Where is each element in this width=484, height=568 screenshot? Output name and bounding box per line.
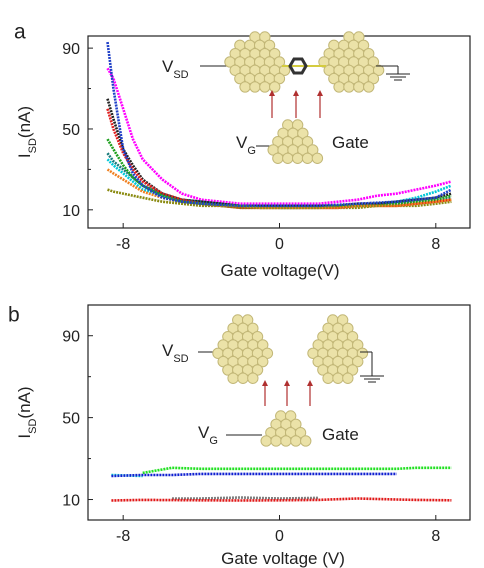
vg-label-sub: G (247, 145, 256, 157)
gold-atom (269, 81, 281, 93)
gate-label: Gate (322, 425, 359, 444)
vsd-label: VSD (162, 57, 189, 81)
panel-label: b (8, 303, 20, 326)
gold-atom (227, 372, 239, 384)
gold-atom (249, 81, 261, 93)
gold-atom (300, 435, 312, 447)
y-label-main: I (15, 434, 34, 439)
gold-atom (301, 152, 314, 164)
gold-atom (343, 81, 355, 93)
x-tick-label: 0 (275, 236, 284, 253)
data-line (106, 138, 452, 210)
y-tick-label: 90 (62, 329, 80, 346)
y-tick-label: 90 (62, 41, 80, 58)
data-line (142, 466, 452, 475)
data-line (111, 497, 452, 502)
vsd-label-sub: SD (173, 69, 188, 81)
x-axis-label: Gate voltage(V) (220, 261, 339, 280)
data-line (106, 67, 452, 205)
data-line (106, 108, 452, 210)
arrow-head (262, 380, 268, 386)
arrow-head (317, 90, 323, 96)
data-line (111, 472, 397, 478)
gold-atom (332, 372, 344, 384)
x-tick-label: -8 (116, 236, 130, 253)
y-axis-label: ISD(nA) (15, 386, 39, 438)
gold-atom (291, 152, 304, 164)
gold-atom (363, 81, 375, 93)
x-tick-label: 8 (431, 528, 440, 545)
vg-label-sub: G (209, 435, 218, 447)
vg-label-main: V (198, 423, 210, 442)
arrow-head (269, 90, 275, 96)
vg-label: VG (236, 133, 256, 157)
gate-label: Gate (332, 133, 369, 152)
y-label-sub: SD (27, 138, 39, 153)
gold-atom (342, 372, 354, 384)
vg-label-main: V (236, 133, 248, 152)
y-tick-label: 50 (62, 411, 80, 428)
gold-atom (290, 435, 302, 447)
gold-atom (353, 81, 365, 93)
data-line (106, 168, 452, 210)
arrow-head (307, 380, 313, 386)
gold-atom (259, 81, 271, 93)
gold-atom (272, 152, 284, 164)
vsd-label-main: V (162, 57, 174, 76)
gold-atom (282, 152, 294, 164)
gold-atom (322, 372, 334, 384)
gold-atom (333, 81, 345, 93)
gold-atom (237, 372, 249, 384)
vsd-label-main: V (162, 341, 174, 360)
vsd-label: VSD (162, 341, 189, 365)
gold-atom (352, 355, 364, 368)
data-line (172, 496, 319, 500)
arrow-head (284, 380, 290, 386)
gold-atom (280, 435, 292, 447)
vg-label: VG (198, 423, 218, 447)
y-label-rest: (nA) (15, 386, 34, 418)
gold-atom (372, 64, 385, 76)
y-tick-label: 10 (62, 203, 80, 220)
gold-atom (311, 152, 324, 164)
gold-atom (247, 372, 259, 384)
x-axis-label: Gate voltage (V) (221, 549, 345, 568)
x-tick-label: 8 (431, 236, 440, 253)
gold-atom (270, 435, 282, 447)
arrow-head (293, 90, 299, 96)
x-tick-label: -8 (116, 528, 130, 545)
y-tick-label: 10 (62, 493, 80, 510)
y-axis-label: ISD(nA) (15, 106, 39, 158)
y-label-main: I (15, 153, 34, 158)
benzene (288, 57, 308, 75)
y-tick-label: 50 (62, 122, 80, 139)
gold-atom (260, 435, 272, 447)
gold-atom (257, 355, 269, 368)
x-tick-label: 0 (275, 528, 284, 545)
y-label-rest: (nA) (15, 106, 34, 138)
vsd-label-sub: SD (173, 353, 188, 365)
data-line (106, 41, 452, 208)
panel-label: a (14, 20, 26, 43)
gold-atom (239, 81, 251, 93)
y-label-sub: SD (27, 418, 39, 433)
